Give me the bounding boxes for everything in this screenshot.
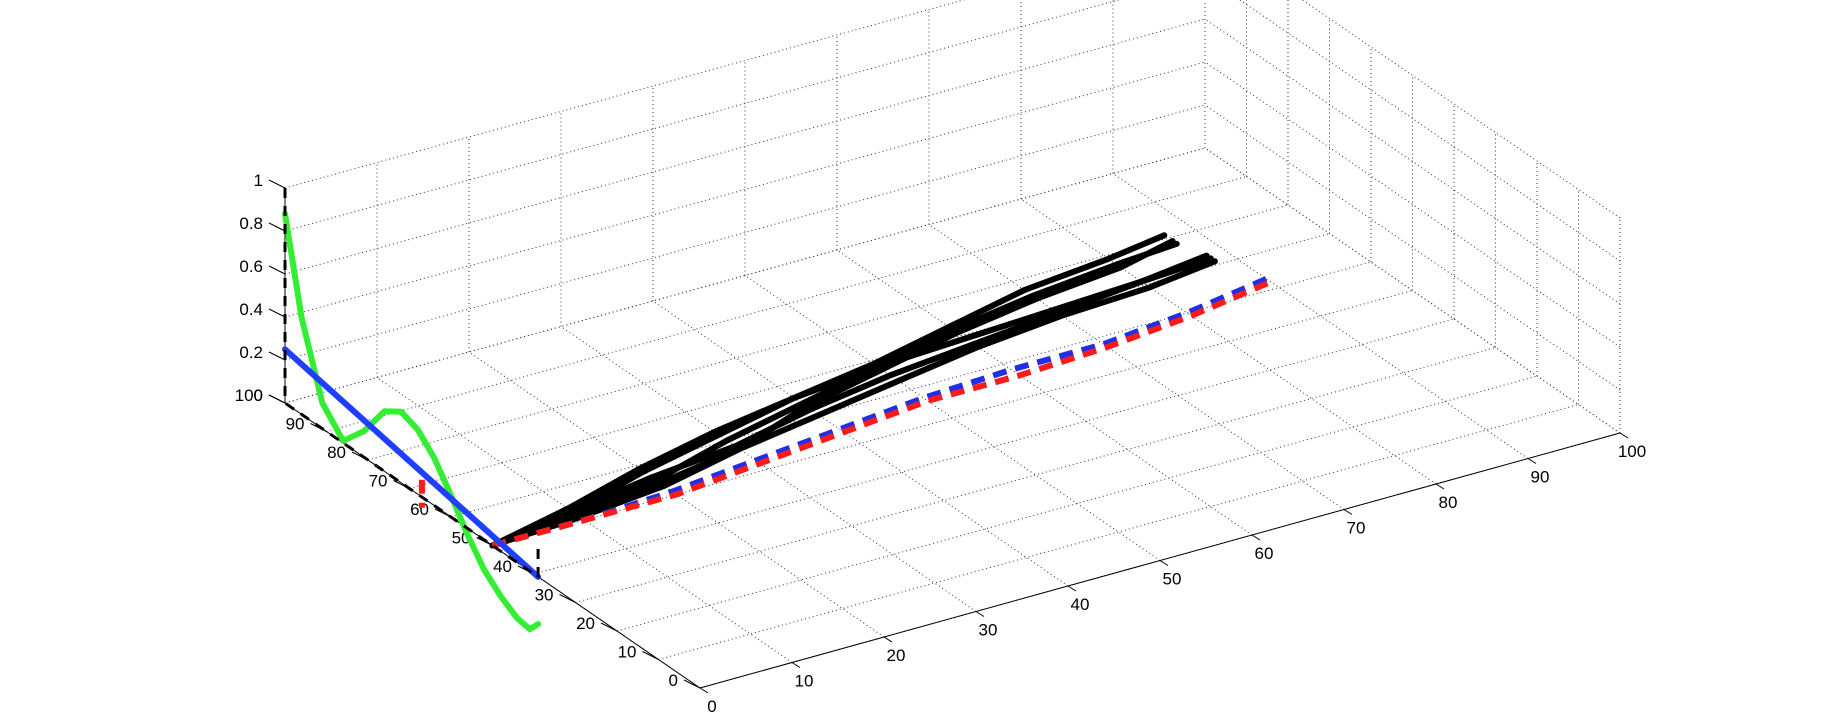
x-tick-mark [791, 662, 801, 668]
z-tick-mark [268, 308, 286, 318]
x-tick-mark [699, 687, 709, 694]
x-tick-label: 30 [979, 621, 998, 640]
x-tick-label: 10 [795, 672, 814, 691]
series-line-5 [489, 258, 1218, 549]
y-tick-label: 70 [369, 472, 388, 491]
x-tick-mark [1159, 560, 1169, 566]
x-tick-mark [1435, 483, 1445, 490]
y-tick-mark [434, 508, 452, 518]
series-line-4 [489, 255, 1214, 549]
z-tick-label: 0.2 [239, 343, 263, 362]
grid-line [1301, 0, 1621, 219]
z-tick-label: 0 [254, 386, 263, 405]
y-tick-mark [559, 594, 576, 603]
z-tick-label: 0.4 [239, 300, 263, 319]
y-tick-mark [683, 679, 701, 689]
x-tick-mark [1067, 585, 1077, 592]
x-tick-mark [883, 636, 893, 643]
z-tick-mark [268, 222, 286, 232]
x-tick-mark [1343, 509, 1353, 515]
grid-line [1204, 104, 1621, 391]
grid-line [326, 176, 1247, 432]
grid-line [284, 0, 966, 189]
y-tick-label: 90 [286, 415, 305, 434]
axis-ticks: 0102030405060708090100010203040506070809… [235, 171, 1647, 716]
grid-line [658, 404, 1579, 660]
data-series [282, 188, 1272, 633]
z-tick-label: 0.8 [239, 214, 263, 233]
axes-box [284, 188, 1621, 689]
z-tick-mark [268, 179, 286, 189]
grid-line [533, 318, 1455, 575]
z-tick-mark [268, 265, 286, 275]
y-tick-mark [642, 651, 659, 660]
y-tick-label: 100 [235, 386, 263, 405]
series-line-11 [283, 188, 540, 579]
z-tick-mark [268, 394, 286, 404]
x-tick-label: 60 [1255, 544, 1274, 563]
x-tick-label: 70 [1347, 519, 1366, 538]
y-tick-label: 10 [618, 643, 637, 662]
series-line-9 [282, 210, 542, 633]
series-line-10 [282, 346, 542, 580]
x-tick-mark [1527, 458, 1537, 464]
x-tick-mark [975, 611, 985, 617]
y-tick-mark [600, 622, 618, 632]
x-tick-label: 40 [1071, 595, 1090, 614]
series-line-6 [489, 238, 1176, 549]
x-tick-label: 20 [887, 646, 906, 665]
grid-line [1204, 61, 1621, 348]
x-tick-label: 100 [1618, 442, 1646, 461]
x-tick-label: 90 [1531, 468, 1550, 487]
z-tick-mark [268, 351, 286, 361]
y-tick-label: 40 [493, 557, 512, 576]
x-tick-label: 0 [707, 697, 716, 716]
y-tick-label: 80 [327, 443, 346, 462]
x-tick-mark [1251, 534, 1261, 541]
z-tick-label: 1 [254, 171, 263, 190]
grid-line [284, 61, 1206, 318]
z-tick-label: 0.6 [239, 257, 263, 276]
y-tick-label: 0 [669, 671, 678, 690]
grid-line [450, 261, 1372, 518]
y-tick-label: 20 [576, 614, 595, 633]
series-line-8 [491, 279, 1272, 549]
x-tick-mark [1619, 432, 1629, 439]
y-tick-label: 30 [535, 586, 554, 605]
x-tick-label: 80 [1439, 493, 1458, 512]
grid-line [652, 300, 1069, 587]
x-tick-label: 50 [1163, 570, 1182, 589]
